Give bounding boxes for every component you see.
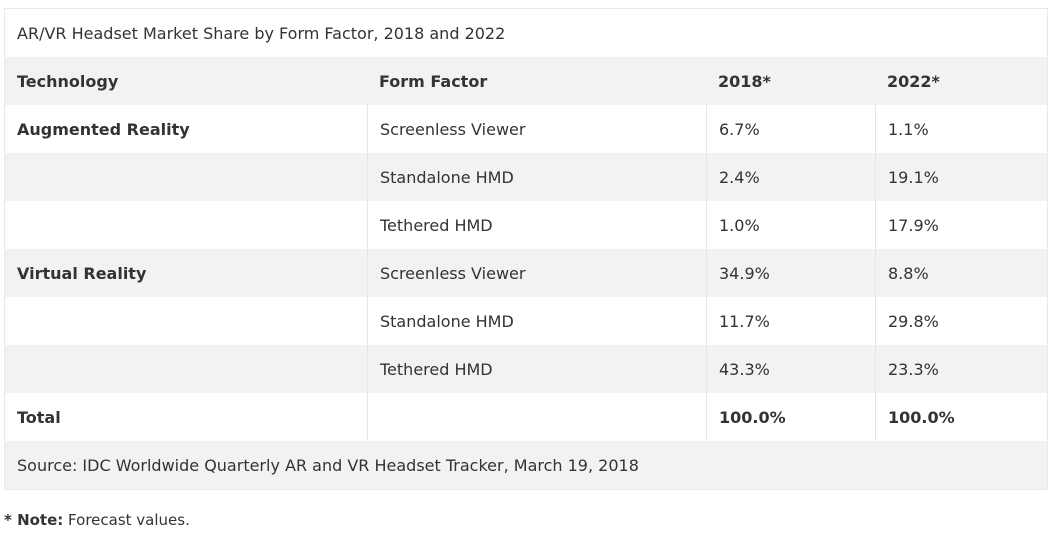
form-factor-cell: Tethered HMD [367,201,706,249]
table-title: AR/VR Headset Market Share by Form Facto… [17,23,506,43]
value-2022-cell: 23.3% [875,345,1047,393]
table-title-row: AR/VR Headset Market Share by Form Facto… [5,9,1047,57]
value-2022-cell: 29.8% [875,297,1047,345]
value-2022-cell: 8.8% [875,249,1047,297]
table-row: Tethered HMD 43.3% 23.3% [5,345,1047,393]
technology-cell [5,297,367,345]
form-factor-cell: Standalone HMD [367,297,706,345]
total-2022: 100.0% [875,393,1047,441]
technology-cell [5,345,367,393]
value-2022-cell: 1.1% [875,105,1047,153]
table-row: Augmented Reality Screenless Viewer 6.7%… [5,105,1047,153]
form-factor-cell: Standalone HMD [367,153,706,201]
table-row: Standalone HMD 2.4% 19.1% [5,153,1047,201]
value-2022-cell: 17.9% [875,201,1047,249]
total-2018: 100.0% [706,393,875,441]
source-text: Source: IDC Worldwide Quarterly AR and V… [17,455,639,475]
form-factor-cell: Screenless Viewer [367,249,706,297]
technology-cell [5,153,367,201]
technology-cell: Virtual Reality [17,263,147,283]
value-2018-cell: 1.0% [706,201,875,249]
table-row: Tethered HMD 1.0% 17.9% [5,201,1047,249]
table-row: Standalone HMD 11.7% 29.8% [5,297,1047,345]
total-label: Total [17,407,61,427]
header-2022: 2022* [887,71,940,91]
total-form-factor-cell [367,393,706,441]
header-technology: Technology [17,71,119,91]
technology-cell [5,201,367,249]
table-header-row: Technology Form Factor 2018* 2022* [5,57,1047,105]
technology-cell: Augmented Reality [17,119,190,139]
header-2018: 2018* [718,71,771,91]
source-row: Source: IDC Worldwide Quarterly AR and V… [5,441,1047,489]
forecast-note: * Note: Forecast values. [4,511,190,529]
note-label: * Note: [4,511,64,529]
value-2018-cell: 34.9% [706,249,875,297]
value-2018-cell: 6.7% [706,105,875,153]
value-2018-cell: 2.4% [706,153,875,201]
value-2018-cell: 43.3% [706,345,875,393]
value-2018-cell: 11.7% [706,297,875,345]
total-row: Total 100.0% 100.0% [5,393,1047,441]
market-share-table: AR/VR Headset Market Share by Form Facto… [4,8,1048,490]
note-text: Forecast values. [63,511,190,529]
form-factor-cell: Tethered HMD [367,345,706,393]
table-row: Virtual Reality Screenless Viewer 34.9% … [5,249,1047,297]
form-factor-cell: Screenless Viewer [367,105,706,153]
header-form-factor: Form Factor [379,71,488,91]
value-2022-cell: 19.1% [875,153,1047,201]
